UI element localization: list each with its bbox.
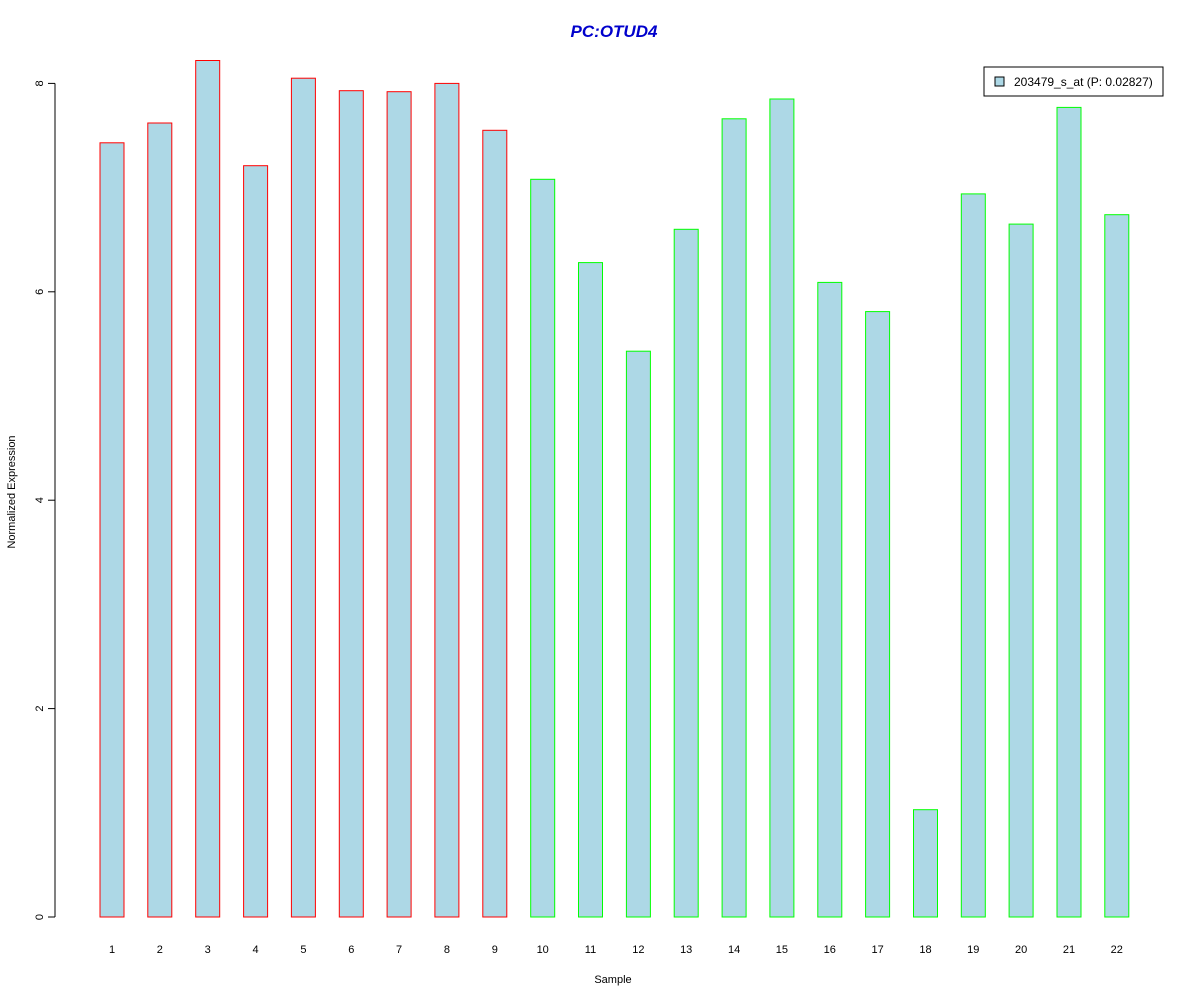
- x-tick-label: 2: [157, 944, 163, 956]
- x-tick-label: 16: [824, 944, 836, 956]
- x-axis-label: Sample: [594, 974, 631, 986]
- y-tick-label: 0: [34, 914, 46, 920]
- x-tick-label: 14: [728, 944, 740, 956]
- x-tick-label: 10: [537, 944, 549, 956]
- x-tick-label: 21: [1063, 944, 1075, 956]
- bar-sample-18: [913, 809, 938, 918]
- bar-sample-20: [1008, 223, 1034, 918]
- x-tick-label: 22: [1111, 944, 1123, 956]
- x-tick-label: 6: [348, 944, 354, 956]
- y-tick-label: 2: [34, 706, 46, 712]
- x-tick-label: 13: [680, 944, 692, 956]
- bars: [99, 60, 1130, 918]
- bar-sample-14: [721, 118, 747, 918]
- x-tick-labels: 1 2 3 4 5 6 7 8 9 10 11 12 13 14 15 16 17 18 19 20 21 22: [109, 944, 1123, 956]
- bar-sample-17: [865, 311, 891, 918]
- bar-sample-13: [673, 228, 699, 918]
- bar-sample-19: [960, 193, 986, 918]
- bar-sample-12: [625, 350, 651, 918]
- chart-title: PC:OTUD4: [571, 22, 658, 41]
- y-tick-label: 4: [34, 497, 46, 503]
- x-tick-label: 3: [205, 944, 211, 956]
- x-tick-label: 18: [919, 944, 931, 956]
- bar-sample-2: [147, 122, 173, 918]
- x-tick-label: 9: [492, 944, 498, 956]
- bar-sample-9: [482, 129, 508, 918]
- x-tick-label: 7: [396, 944, 402, 956]
- bar-sample-11: [578, 262, 603, 918]
- x-tick-label: 12: [632, 944, 644, 956]
- bar-sample-1: [99, 142, 125, 918]
- x-tick-label: 8: [444, 944, 450, 956]
- x-tick-label: 15: [776, 944, 788, 956]
- x-tick-label: 5: [300, 944, 306, 956]
- legend: 203479_s_at (P: 0.02827): [983, 66, 1164, 97]
- bar-sample-4: [243, 165, 269, 918]
- x-tick-label: 17: [871, 944, 883, 956]
- bar-sample-8: [434, 82, 460, 918]
- x-tick-label: 11: [585, 944, 596, 956]
- bar-sample-3: [195, 60, 221, 918]
- y-axis: 0 2 4 6 8: [34, 80, 56, 920]
- legend-swatch: [994, 76, 1005, 87]
- legend-label: 203479_s_at (P: 0.02827): [1014, 75, 1153, 89]
- x-tick-label: 19: [967, 944, 979, 956]
- x-tick-label: 4: [253, 944, 259, 956]
- bar-sample-16: [817, 281, 843, 918]
- bar-sample-6: [338, 90, 364, 918]
- y-tick-label: 8: [34, 80, 46, 86]
- bar-sample-15: [769, 98, 795, 918]
- y-axis-label: Normalized Expression: [6, 435, 18, 548]
- legend-box: [983, 66, 1164, 97]
- x-tick-label: 20: [1015, 944, 1027, 956]
- bar-sample-22: [1104, 214, 1130, 918]
- bar-sample-7: [386, 91, 412, 918]
- bar-sample-21: [1056, 106, 1082, 918]
- y-tick-label: 6: [34, 289, 46, 295]
- bar-sample-5: [290, 77, 316, 918]
- x-tick-label: 1: [109, 944, 115, 956]
- bar-sample-10: [530, 178, 556, 918]
